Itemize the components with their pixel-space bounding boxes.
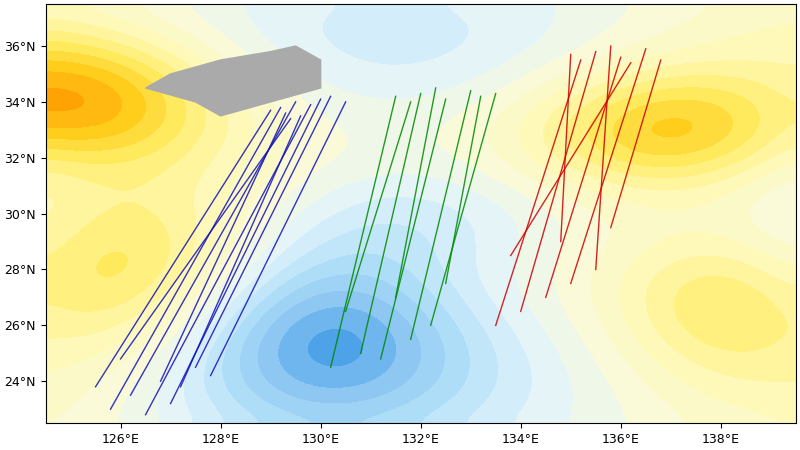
Polygon shape (146, 46, 321, 116)
